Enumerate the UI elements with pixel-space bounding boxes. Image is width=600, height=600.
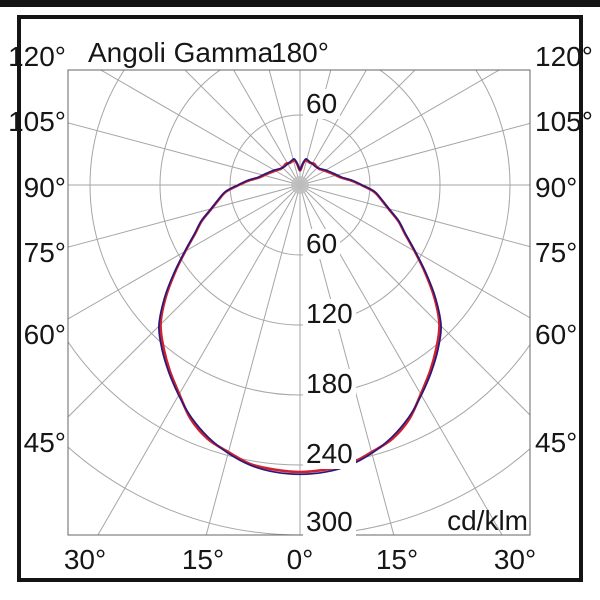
right-angle-label-90deg: 90° (535, 172, 578, 203)
grid-ray-345deg (205, 184, 301, 535)
grid-ray-210deg (233, 70, 301, 186)
grid-ray-285deg (68, 184, 301, 248)
radial-tick-label-300-5: 300 (303, 507, 356, 537)
radial-tick-label-180-3: 180 (303, 369, 356, 399)
right-angle-label-60deg: 60° (535, 319, 578, 350)
grid-ray-120deg (299, 70, 501, 186)
radial-tick-label-120-2: 120 (303, 299, 356, 329)
gamma-180-label: 180° (271, 37, 329, 68)
bottom-angle-label-30deg: 30° (63, 544, 107, 575)
grid-ray-195deg (268, 70, 301, 186)
center-blob (291, 176, 309, 194)
left-angle-label-120deg: 120° (8, 41, 66, 72)
grid-ray-30deg (299, 184, 503, 535)
grid-ray-105deg (299, 122, 530, 186)
curve-blue (158, 158, 442, 476)
radial-tick-label-60-1: 60 (303, 229, 341, 259)
chart-title: Angoli Gamma (88, 37, 274, 68)
left-angle-label-45deg: 45° (23, 427, 66, 458)
right-angle-label-120deg: 120° (535, 41, 593, 72)
grid-ray-45deg (299, 184, 530, 416)
bottom-angle-label-0deg: 0° (286, 544, 314, 575)
left-angle-label-75deg: 75° (23, 237, 66, 268)
grid-ray-135deg (299, 70, 416, 186)
bottom-angle-label-30deg: 30° (493, 544, 537, 575)
grid-ray-300deg (68, 184, 301, 320)
grid-ray-75deg (299, 184, 530, 248)
grid-ray-255deg (68, 122, 301, 186)
right-angle-label-75deg: 75° (535, 237, 578, 268)
grid-ray-240deg (99, 70, 301, 186)
grid-ray-330deg (97, 184, 301, 535)
right-angle-label-105deg: 105° (535, 106, 593, 137)
bottom-angle-label-15deg: 15° (375, 544, 419, 575)
bottom-angle-label-15deg: 15° (181, 544, 225, 575)
grid-ray-225deg (184, 70, 301, 186)
left-angle-label-90deg: 90° (23, 172, 66, 203)
grid-ray-165deg (299, 70, 332, 186)
grid-ray-60deg (299, 184, 530, 319)
radial-tick-label-60-0: 60 (303, 89, 341, 119)
right-angle-label-45deg: 45° (535, 427, 578, 458)
unit-label: cd/klm (447, 505, 528, 536)
top-border-strip (0, 0, 600, 7)
left-angle-label-60deg: 60° (23, 319, 66, 350)
left-angle-label-105deg: 105° (8, 106, 66, 137)
grid-ray-315deg (68, 184, 301, 418)
radial-tick-label-240-4: 240 (303, 439, 356, 469)
grid-ray-15deg (299, 184, 395, 535)
grid-ray-150deg (299, 70, 367, 186)
plot-border (67, 69, 531, 536)
